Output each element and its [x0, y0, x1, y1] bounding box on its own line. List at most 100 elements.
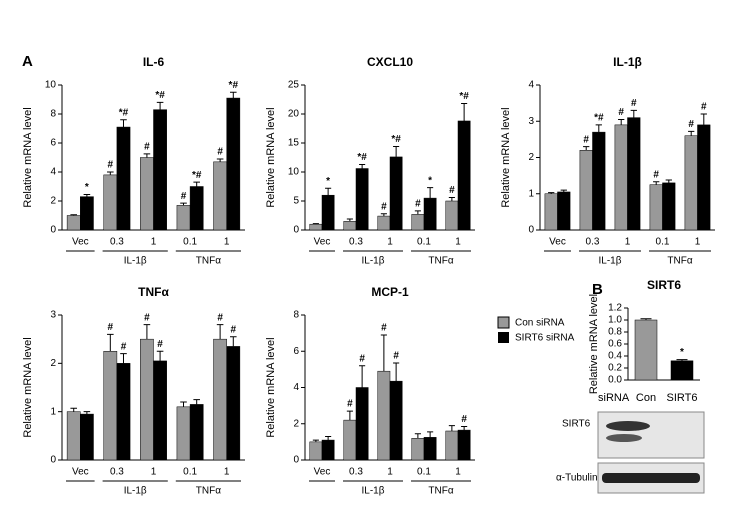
group-label: IL-1β: [124, 256, 147, 267]
significance-mark: #: [347, 399, 353, 410]
x-tick-label: 0.1: [656, 237, 670, 248]
error-bar: [83, 193, 91, 197]
y-tick-label: 10: [45, 80, 57, 91]
y-tick-label: 15: [288, 138, 300, 149]
bar: [103, 174, 118, 231]
y-tick-label: 0.6: [608, 339, 622, 350]
error-bar: [156, 101, 164, 110]
significance-mark: #: [108, 322, 114, 333]
y-tick-label: 0.0: [608, 375, 622, 386]
error-bar: [216, 158, 224, 162]
western-blot: SIRT6 α-Tubulin: [556, 411, 705, 494]
significance-mark: #: [583, 134, 589, 145]
x-tick-label: 1: [151, 467, 157, 478]
x-tick-label: 0.1: [417, 237, 431, 248]
x-tick-label: SIRT6: [667, 392, 698, 404]
x-tick-label: Vec: [314, 237, 331, 248]
bar: [343, 419, 357, 461]
group-label: TNFα: [428, 256, 453, 267]
significance-mark: #: [631, 98, 637, 109]
significance-mark: #: [449, 185, 455, 196]
y-tick-label: 0: [293, 225, 299, 236]
significance-mark: *: [428, 175, 432, 186]
significance-mark: #: [231, 324, 237, 335]
y-tick-label: 20: [288, 109, 300, 120]
chart-title: IL-1β: [613, 55, 642, 69]
x-tick-label: Vec: [72, 467, 89, 478]
x-tick-label: 0.3: [349, 467, 363, 478]
y-tick-label: 4: [293, 382, 299, 393]
group-label: TNFα: [428, 486, 453, 497]
error-bar: [312, 223, 319, 225]
y-axis-label: Relative mRNA level: [588, 294, 600, 394]
bar: [116, 126, 131, 231]
chart-title: CXCL10: [367, 55, 413, 69]
bar: [377, 370, 391, 461]
error-bar: [120, 119, 127, 128]
significance-mark: #: [653, 169, 659, 180]
bar: [457, 120, 471, 231]
bar: [355, 387, 369, 461]
legend-swatch: [497, 316, 510, 329]
error-bar: [448, 197, 455, 201]
y-tick-label: 1: [50, 406, 56, 417]
significance-mark: #: [144, 312, 150, 323]
y-tick-label: 1.0: [608, 315, 622, 326]
significance-mark: #: [461, 414, 467, 425]
blot-label: SIRT6: [562, 419, 591, 430]
y-tick-label: 8: [50, 109, 56, 120]
x-tick-label: Vec: [549, 237, 566, 248]
y-axis-label: Relative mRNA level: [22, 337, 34, 437]
bar: [662, 182, 676, 231]
error-bar: [448, 425, 455, 431]
error-bar: [70, 407, 78, 412]
x-tick-label: 0.1: [183, 237, 197, 248]
x-tick-label: 0.3: [110, 467, 124, 478]
error-bar: [180, 401, 187, 407]
bar: [579, 150, 593, 231]
bar: [80, 413, 94, 461]
bar: [389, 156, 403, 231]
error-bar: [427, 431, 434, 438]
group-label: TNFα: [196, 486, 221, 497]
bar: [634, 319, 658, 381]
bar: [557, 191, 571, 231]
bar: [343, 221, 357, 231]
error-bar: [427, 187, 434, 199]
y-tick-label: 2: [50, 358, 56, 369]
bar: [697, 124, 711, 231]
significance-mark: *#: [229, 80, 239, 91]
y-tick-label: 8: [293, 310, 299, 321]
bar: [309, 223, 323, 231]
error-bar: [83, 411, 91, 415]
significance-mark: #: [121, 341, 127, 352]
legend-swatch: [498, 332, 509, 343]
error-bar: [193, 181, 200, 187]
group-label: IL-1β: [599, 256, 622, 267]
bar: [140, 338, 154, 461]
significance-mark: #: [618, 107, 624, 118]
significance-mark: *#: [594, 113, 604, 124]
bar: [411, 438, 425, 461]
error-bar: [380, 334, 387, 372]
significance-mark: #: [144, 142, 150, 153]
error-bar: [688, 130, 695, 136]
bar: [445, 430, 459, 461]
x-tick-label: 1: [151, 237, 157, 248]
x-tick-label: 1: [387, 237, 393, 248]
bar: [116, 363, 131, 461]
x-tick-label: 1: [455, 467, 461, 478]
bar: [614, 124, 628, 231]
bar: [189, 186, 204, 231]
significance-mark: #: [688, 119, 694, 130]
y-axis-label: Relative mRNA level: [265, 337, 277, 437]
y-tick-label: 1.2: [608, 303, 622, 314]
x-tick-label: Vec: [314, 467, 331, 478]
bar: [153, 109, 167, 231]
blot-band: [606, 434, 642, 442]
y-tick-label: 2: [293, 418, 299, 429]
legend-label: Con siRNA: [515, 318, 565, 329]
error-bar: [312, 439, 319, 442]
bar: [189, 404, 204, 461]
error-bar: [229, 336, 237, 347]
